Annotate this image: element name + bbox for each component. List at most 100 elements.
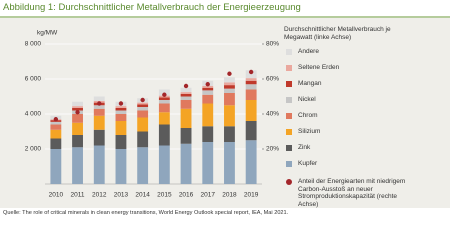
bar-segment bbox=[137, 147, 149, 184]
legend-dot bbox=[286, 179, 292, 185]
bar-segment bbox=[115, 121, 127, 135]
legend-swatch bbox=[286, 129, 292, 135]
legend-item: Kupfer bbox=[284, 160, 444, 176]
plot: kg/MW 2 000 4 000 6 000 8 000 20% 40% 60% 80% 20… bbox=[0, 16, 450, 208]
legend-item: Anteil der Energiearten mit niedrigem Ca… bbox=[284, 178, 444, 208]
bar-segment bbox=[245, 121, 257, 141]
bar-segment bbox=[137, 104, 149, 107]
bar-segment bbox=[245, 89, 257, 100]
bar-segment bbox=[224, 93, 235, 106]
x-tick-label: 2013 bbox=[114, 192, 129, 199]
bar-segment bbox=[158, 112, 170, 125]
bar-segment bbox=[158, 124, 170, 146]
legend-label: Andere bbox=[298, 48, 319, 55]
bar-segment bbox=[115, 114, 127, 121]
y-tick-label: 6 000 bbox=[25, 76, 42, 83]
share-dot bbox=[118, 101, 124, 106]
bar-segment bbox=[224, 77, 235, 83]
bar-segment bbox=[50, 124, 62, 130]
bar-segment bbox=[50, 149, 62, 184]
bar-segment bbox=[180, 96, 192, 100]
share-dot bbox=[205, 82, 210, 87]
bar-segment bbox=[158, 103, 170, 113]
bar-segment bbox=[93, 115, 105, 130]
legend-label: Chrom bbox=[298, 112, 318, 119]
bar-segment bbox=[93, 105, 105, 109]
share-dot bbox=[53, 117, 59, 122]
y2-tick-label: 80% bbox=[266, 41, 279, 48]
bar-segment bbox=[202, 87, 214, 91]
share-dot bbox=[97, 101, 102, 106]
share-dot bbox=[140, 97, 145, 103]
bar-segment bbox=[137, 107, 149, 111]
legend-item: Andere bbox=[284, 48, 444, 64]
bar-segment bbox=[245, 78, 257, 81]
bar-segment bbox=[224, 142, 235, 184]
share-dot bbox=[227, 71, 232, 76]
bar-segment bbox=[50, 121, 62, 125]
bar-segment bbox=[72, 101, 83, 107]
x-tick-label: 2010 bbox=[49, 192, 64, 199]
legend-label: Nickel bbox=[298, 96, 316, 103]
bar-segment bbox=[180, 143, 192, 184]
y2-tick-label: 40% bbox=[266, 111, 279, 118]
x-tick-label: 2017 bbox=[201, 192, 216, 199]
bar-segment bbox=[137, 102, 149, 105]
bar-segment bbox=[137, 117, 149, 132]
bar-segment bbox=[72, 114, 83, 123]
y-tick-label: 8 000 bbox=[25, 41, 42, 48]
bar-segment bbox=[202, 126, 214, 142]
bar-segment bbox=[245, 84, 257, 90]
legend-title: Durchschnittlicher Metallverbrauch je Me… bbox=[284, 26, 391, 41]
x-tick-label: 2014 bbox=[135, 192, 150, 199]
chart: Abbildung 1: Durchschnittlicher Metallve… bbox=[0, 2, 450, 216]
legend-swatch bbox=[286, 49, 292, 55]
bar-segment bbox=[180, 108, 192, 128]
legend-swatch bbox=[286, 97, 292, 103]
bar-segment bbox=[180, 92, 192, 94]
bar-segment bbox=[50, 129, 62, 139]
legend-label: Zink bbox=[298, 144, 311, 151]
legend-swatch bbox=[286, 65, 292, 71]
legend-item: Mangan bbox=[284, 80, 444, 96]
y-tick-label: 4 000 bbox=[25, 111, 42, 118]
bar-segment bbox=[224, 105, 235, 127]
legend-item: Seltene Erden bbox=[284, 64, 444, 80]
share-dot bbox=[75, 110, 80, 115]
bar-segment bbox=[180, 100, 192, 109]
bar-segment bbox=[224, 126, 235, 142]
bar-segment bbox=[93, 129, 105, 146]
x-tick-label: 2016 bbox=[179, 192, 194, 199]
bar-segment bbox=[158, 100, 170, 104]
bar-segment bbox=[93, 108, 105, 116]
y-axis-label: kg/MW bbox=[37, 30, 58, 37]
bar-segment bbox=[72, 147, 83, 184]
bar-segment bbox=[158, 97, 170, 100]
bar-segment bbox=[158, 145, 170, 184]
legend-label: Silizium bbox=[298, 128, 321, 135]
bar-segment bbox=[202, 103, 214, 127]
bar-segment bbox=[180, 87, 192, 93]
bar-segment bbox=[93, 145, 105, 184]
bar-segment bbox=[93, 96, 105, 101]
legend-item: Chrom bbox=[284, 112, 444, 128]
bar-segment bbox=[245, 140, 257, 184]
bar-segment bbox=[137, 131, 149, 148]
legend-item: Zink bbox=[284, 144, 444, 160]
bar-segment bbox=[202, 142, 214, 184]
legend-label: Kupfer bbox=[298, 160, 318, 167]
legend-label: Seltene Erden bbox=[298, 64, 340, 71]
legend-item: Nickel bbox=[284, 96, 444, 112]
x-tick-label: 2011 bbox=[71, 192, 85, 199]
x-tick-label: 2018 bbox=[222, 192, 237, 199]
bar-segment bbox=[115, 135, 127, 149]
share-dot bbox=[248, 69, 254, 75]
x-tick-label: 2015 bbox=[157, 192, 172, 199]
bar-segment bbox=[137, 110, 149, 118]
bar-segment bbox=[202, 90, 214, 95]
bar-segment bbox=[115, 110, 127, 114]
y-tick-label: 2 000 bbox=[25, 146, 42, 153]
x-tick-label: 2019 bbox=[244, 192, 259, 199]
share-dot bbox=[183, 83, 189, 89]
bar-segment bbox=[50, 138, 62, 149]
